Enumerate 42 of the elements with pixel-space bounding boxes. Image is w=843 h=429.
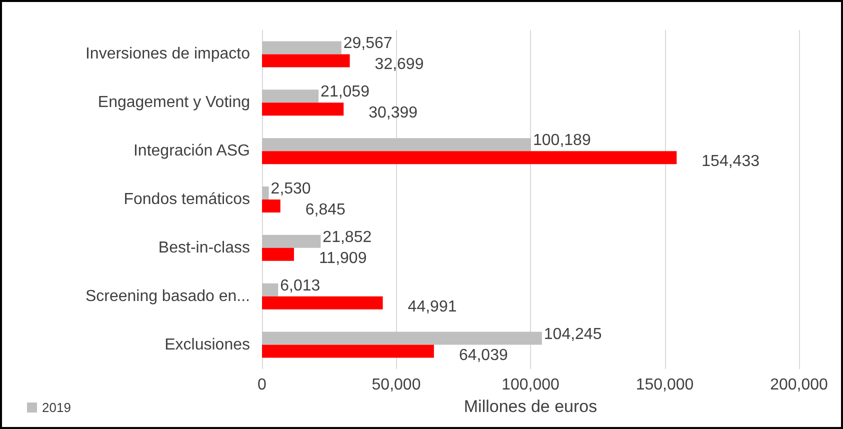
bar	[262, 186, 269, 200]
bar	[262, 151, 677, 164]
bar	[262, 344, 434, 358]
data-label: 21,852	[322, 228, 372, 246]
x-tick-label: 0	[258, 376, 267, 394]
bar	[262, 54, 350, 68]
data-label: 21,059	[320, 84, 370, 101]
bar	[262, 234, 321, 248]
x-axis-title: Millones de euros	[464, 396, 598, 416]
bar	[262, 90, 319, 103]
data-label: 2,530	[270, 180, 311, 198]
x-tick-label: 100,000	[502, 376, 560, 394]
data-label: 6,845	[305, 202, 346, 218]
legend-label: 2019	[42, 400, 71, 415]
data-label: 29,567	[343, 35, 392, 52]
y-tick-label: Inversiones de impacto	[85, 46, 250, 63]
data-label: 6,013	[280, 277, 320, 294]
y-tick-label: Integración ASG	[133, 142, 250, 160]
bar	[262, 283, 278, 296]
y-tick-label: Best-in-class	[158, 239, 250, 256]
bar	[262, 102, 344, 116]
bar	[262, 41, 342, 54]
data-label: 104,245	[544, 326, 602, 343]
bar	[262, 138, 532, 152]
data-label: 32,699	[374, 56, 424, 74]
bar	[262, 332, 542, 345]
bar	[262, 248, 294, 261]
y-tick-label: Screening basado en...	[85, 288, 250, 305]
x-tick-label: 50,000	[372, 376, 421, 394]
y-tick-label: Fondos temáticos	[124, 191, 250, 208]
x-tick-label: 200,000	[770, 376, 828, 394]
data-label: 30,399	[368, 104, 418, 122]
x-tick-label: 150,000	[636, 376, 694, 394]
data-label: 154,433	[702, 153, 760, 170]
y-tick-label: Engagement y Voting	[98, 94, 250, 112]
data-label: 44,991	[408, 298, 457, 316]
bar	[262, 200, 280, 212]
y-tick-label: Exclusiones	[164, 336, 250, 354]
data-label: 64,039	[458, 346, 508, 364]
data-label: 100,189	[533, 132, 591, 150]
data-label: 11,909	[318, 250, 367, 267]
bar	[262, 296, 383, 310]
